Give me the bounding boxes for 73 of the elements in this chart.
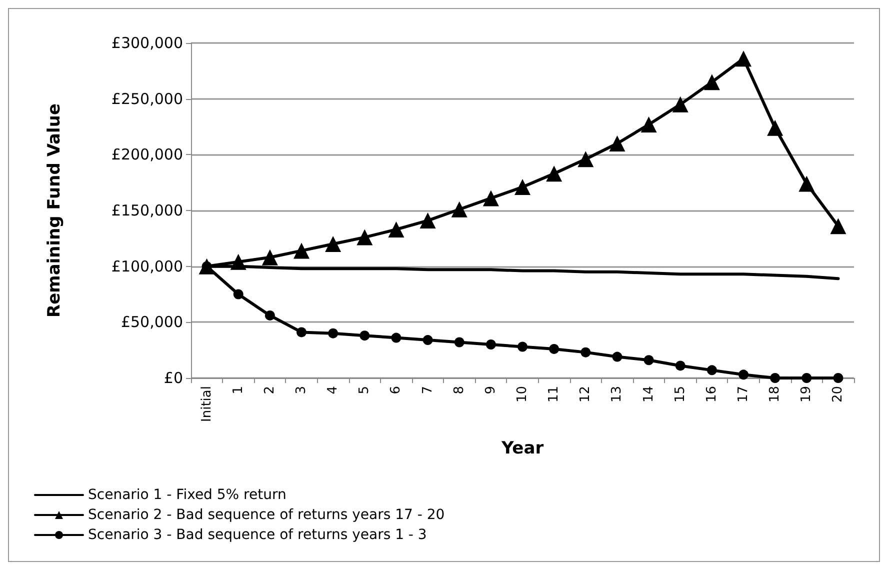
point [736,50,752,67]
point [264,310,275,320]
point [644,355,654,366]
point [451,201,468,218]
y-tick-label: £200,000 [111,146,183,164]
legend-label: Scenario 3 - Bad sequence of returns years 1 - 3 [88,527,427,543]
point [706,365,717,376]
point [578,151,594,168]
point [294,242,310,259]
point [360,330,370,341]
point [262,249,278,266]
x-tick-label: 4 [326,386,341,394]
point [518,342,528,352]
point [325,236,342,252]
y-axis-title: Remaining Fund Value [44,104,64,318]
x-tick-label: 3 [294,386,309,394]
point [233,289,244,300]
x-tick-label: 10 [515,386,530,403]
x-tick-label: 17 [736,386,751,403]
point [454,337,464,348]
point [356,229,373,246]
point [798,176,815,192]
point [675,360,686,371]
x-tick-label: 12 [578,386,594,403]
x-tick-label: 1 [230,386,246,394]
legend-label: Scenario 1 - Fixed 5% return [88,487,286,503]
point [420,212,436,229]
point [514,179,530,196]
point [546,166,562,182]
y-tick-label: £50,000 [120,313,183,332]
point [640,116,657,133]
x-tick-label: 2 [262,386,278,394]
x-tick-label: 19 [799,386,814,403]
x-tick-label: 7 [420,386,436,394]
x-tick-label: 20 [830,386,846,403]
point [672,96,688,112]
x-tick-label: 11 [546,386,562,403]
point [802,373,812,383]
point [833,373,844,383]
point [704,74,720,90]
x-tick-label: 9 [483,386,498,394]
point [609,136,626,152]
x-tick-label: Initial [199,386,214,422]
x-tick-label: 18 [768,386,783,403]
y-tick-label: £150,000 [111,202,183,220]
x-axis-title: Year [500,438,544,458]
point [391,332,402,343]
point [830,218,846,234]
point [422,335,433,346]
point [738,370,748,380]
x-tick-label: 13 [610,386,625,403]
x-tick-label: 6 [388,386,404,394]
point [580,347,591,358]
point [328,328,338,338]
x-tick-label: 16 [704,386,720,403]
x-tick-label: 15 [672,386,688,403]
point [767,120,784,136]
x-tick-label: 5 [357,386,372,394]
x-tick-label: 8 [452,386,467,394]
y-tick-label: £100,000 [111,257,183,276]
y-tick-label: £0 [164,369,183,387]
point [296,327,306,338]
point [230,254,246,270]
point [549,344,560,354]
point [388,221,404,238]
point [770,373,780,383]
point [486,340,496,350]
point [612,352,622,362]
y-tick-label: £250,000 [111,90,183,108]
point [482,190,499,206]
x-tick-label: 14 [641,386,656,403]
legend-label: Scenario 2 - Bad sequence of returns years 17 - 20 [88,507,445,523]
y-tick-label: £300,000 [111,34,183,52]
